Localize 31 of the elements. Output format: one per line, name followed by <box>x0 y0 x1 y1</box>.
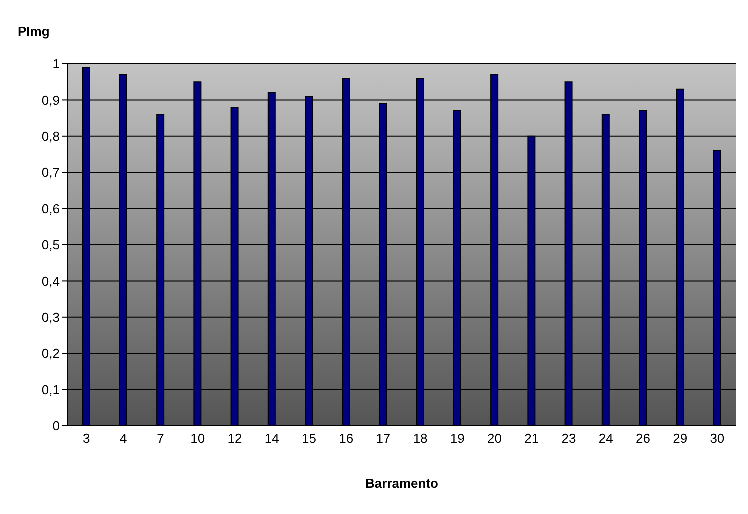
x-tick-label: 21 <box>524 431 540 446</box>
x-axis-title: Barramento <box>366 476 439 491</box>
y-tick-label: 0,4 <box>42 274 60 289</box>
x-tick-label: 30 <box>710 431 725 446</box>
x-tick-label: 4 <box>120 431 128 446</box>
y-tick-label: 0,8 <box>42 129 60 144</box>
x-tick-label: 17 <box>376 431 391 446</box>
x-tick-label: 24 <box>598 431 614 446</box>
x-tick-label: 12 <box>228 431 242 446</box>
x-tick-label: 19 <box>450 431 465 446</box>
x-tick-label: 7 <box>157 431 164 446</box>
x-tick-label: 3 <box>82 431 90 446</box>
y-tick-label: 0,9 <box>42 92 60 108</box>
y-axis-title: PImg <box>18 24 50 39</box>
y-tick-label: 0 <box>52 418 60 434</box>
y-tick-label: 0,6 <box>42 201 60 216</box>
y-tick-label: 0,7 <box>42 165 60 180</box>
y-tick-label: 0,3 <box>42 310 60 326</box>
x-tick-label: 29 <box>673 431 688 446</box>
x-tick-label: 10 <box>190 431 206 446</box>
x-tick-label: 15 <box>302 431 316 446</box>
y-tick-label: 0,2 <box>42 346 60 362</box>
y-tick-label: 0,1 <box>42 382 60 398</box>
x-tick-label: 18 <box>413 431 428 446</box>
x-tick-label: 16 <box>339 431 354 446</box>
x-tick-label: 14 <box>264 431 280 446</box>
y-tick-label: 1 <box>52 56 60 72</box>
x-tick-label: 26 <box>636 431 650 446</box>
x-tick-label: 23 <box>562 431 576 446</box>
y-tick-label: 0,5 <box>42 238 60 253</box>
x-tick-label: 20 <box>488 431 502 446</box>
